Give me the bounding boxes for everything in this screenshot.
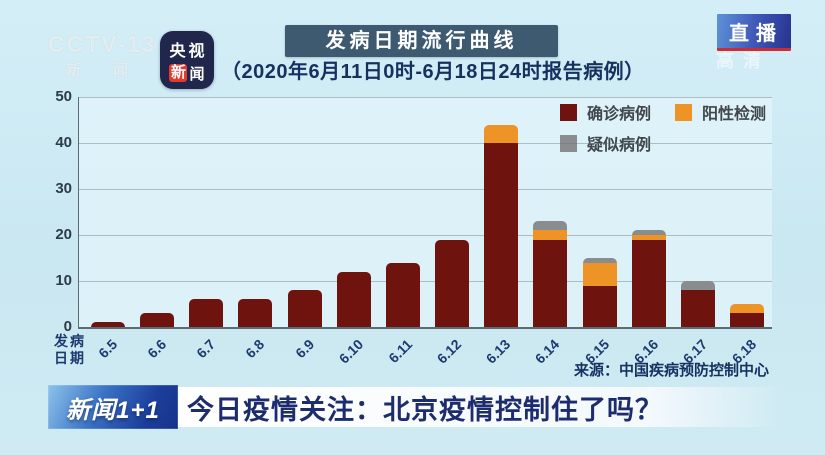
legend-swatch-positive [675, 103, 693, 121]
headline-bar: 今日疫情关注：北京疫情控制住了吗？ [178, 387, 785, 427]
bar-6.15 [582, 258, 617, 327]
x-label-6.9: 6.9 [291, 336, 317, 362]
bar-6.18 [729, 304, 764, 327]
gridline-30 [79, 189, 772, 190]
bar-segment-6.12-确诊病例 [435, 239, 470, 327]
x-axis-line [78, 327, 772, 329]
bar-6.11 [385, 262, 420, 327]
x-label-6.8: 6.8 [242, 336, 268, 362]
x-label-6.13: 6.13 [482, 336, 514, 367]
bar-6.5 [91, 322, 125, 327]
x-label-6.6: 6.6 [144, 336, 170, 362]
legend-swatch-confirmed [560, 103, 577, 121]
cctv-news-app-logo: 央视 新 闻 [160, 31, 214, 89]
bar-segment-6.13-确诊病例 [484, 142, 519, 327]
bar-segment-6.14-疑似病例 [533, 221, 568, 231]
bar-segment-6.9-确诊病例 [287, 290, 322, 327]
cctv13-watermark-logo: CCTV-13 新 闻 [48, 32, 157, 83]
hd-watermark: 高清 [716, 51, 770, 71]
y-axis-line [78, 97, 79, 328]
app-logo-line2: 新 闻 [169, 63, 205, 84]
bar-segment-6.17-疑似病例 [680, 281, 715, 291]
gridline-20 [79, 235, 772, 236]
gridline-40 [79, 143, 772, 144]
bar-segment-6.14-确诊病例 [533, 239, 568, 327]
y-tick-20: 20 [55, 226, 72, 243]
bar-6.17 [680, 281, 715, 327]
bar-segment-6.16-确诊病例 [631, 239, 666, 327]
bar-segment-6.17-确诊病例 [680, 290, 715, 327]
bar-6.7 [189, 299, 224, 327]
cctv13-watermark-text: CCTV-13 [48, 31, 157, 57]
x-label-6.7: 6.7 [193, 336, 219, 362]
bar-6.14 [533, 221, 568, 327]
y-tick-10: 10 [55, 272, 72, 289]
bar-segment-6.13-阳性检测 [484, 124, 519, 143]
y-tick-0: 0 [63, 318, 72, 335]
live-badge: 直播 [717, 14, 791, 51]
gridline-50 [79, 97, 772, 98]
chart-legend: 确诊病例 阳性检测 疑似病例 [560, 100, 766, 155]
bar-segment-6.16-疑似病例 [631, 230, 666, 235]
x-label-6.12: 6.12 [433, 336, 465, 367]
legend-label-confirmed: 确诊病例 [587, 106, 652, 123]
x-label-6.11: 6.11 [385, 336, 416, 367]
bar-segment-6.14-阳性检测 [533, 230, 568, 240]
chart-title-banner: 发病日期流行曲线 [285, 25, 558, 57]
bar-6.12 [435, 239, 470, 327]
bar-6.16 [631, 230, 666, 327]
bar-6.9 [287, 290, 322, 327]
bar-6.6 [140, 313, 175, 327]
bar-6.8 [238, 299, 273, 327]
chart-subtitle: （2020年6月11日0时-6月18日24时报告病例） [221, 61, 645, 83]
bar-segment-6.18-确诊病例 [729, 313, 764, 327]
y-tick-30: 30 [55, 180, 72, 197]
gridline-10 [79, 281, 772, 282]
bar-segment-6.15-确诊病例 [582, 285, 617, 327]
x-label-6.10: 6.10 [335, 336, 367, 367]
legend-label-positive: 阳性检测 [702, 106, 767, 123]
legend-item-confirmed: 确诊病例 [560, 100, 651, 124]
bar-6.13 [484, 124, 519, 327]
legend-swatch-suspected [560, 134, 577, 152]
bar-segment-6.7-确诊病例 [189, 299, 224, 327]
y-tick-50: 50 [55, 88, 72, 105]
bar-segment-6.11-确诊病例 [385, 262, 420, 327]
app-logo-red-tile: 新 [169, 64, 188, 82]
bar-segment-6.15-阳性检测 [582, 262, 617, 286]
x-axis-title: 发病 日期 [54, 333, 86, 366]
cctv13-watermark-subtext: 新 闻 [66, 62, 143, 79]
bar-segment-6.5-确诊病例 [91, 322, 125, 327]
legend-item-suspected: 疑似病例 [560, 131, 651, 155]
news-1plus1-logo: 新闻1+1 [48, 385, 178, 429]
bar-segment-6.18-阳性检测 [729, 304, 764, 314]
x-label-6.14: 6.14 [532, 336, 563, 367]
app-logo-line2-char2: 闻 [189, 65, 205, 83]
bar-segment-6.8-确诊病例 [238, 299, 273, 327]
bar-segment-6.6-确诊病例 [140, 313, 175, 327]
bar-6.10 [336, 271, 371, 327]
y-tick-40: 40 [55, 134, 72, 151]
bar-segment-6.16-阳性检测 [631, 234, 666, 240]
app-logo-line1: 央视 [169, 42, 208, 60]
source-note: 来源：中国疾病预防控制中心 [574, 362, 770, 379]
headline-text: 今日疫情关注：北京疫情控制住了吗？ [187, 394, 663, 425]
legend-label-suspected: 疑似病例 [587, 137, 652, 154]
legend-item-positive: 阳性检测 [675, 100, 766, 124]
bar-segment-6.15-疑似病例 [582, 258, 617, 263]
bar-segment-6.10-确诊病例 [336, 271, 371, 327]
